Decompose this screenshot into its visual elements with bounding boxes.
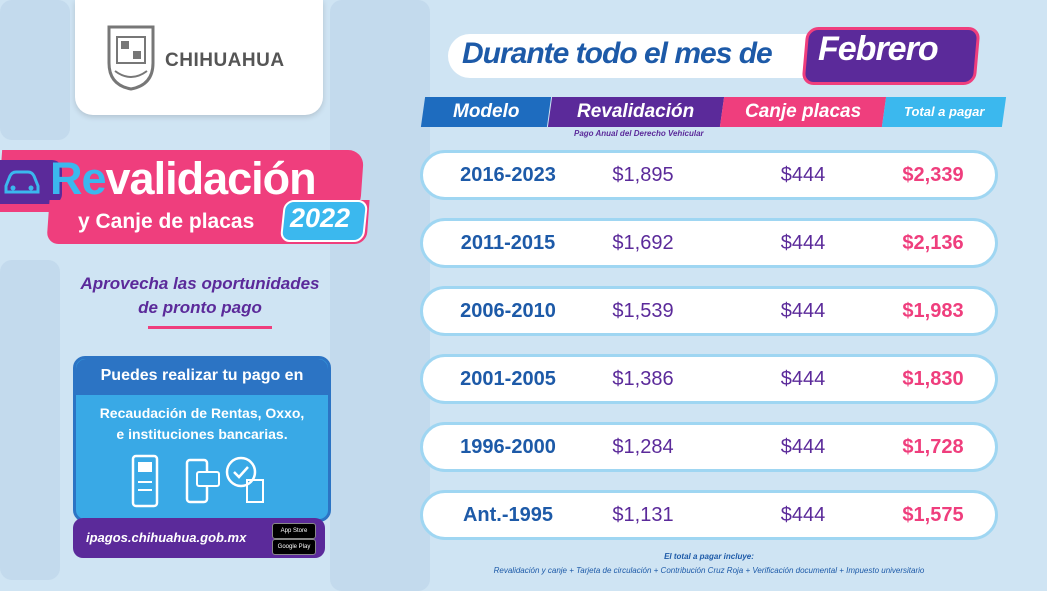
row-revalidacion: $1,895 [612,164,674,186]
promo-text: Aprovecha las oportunidades de pronto pa… [40,272,360,320]
headline-title: Revalidación [50,153,317,205]
headline-year: 2022 [290,203,351,233]
row-model: 1996-2000 [460,436,556,458]
row-canje: $444 [780,232,826,254]
headline-subtitle: y Canje de placas [78,210,255,233]
promo-line-1: Aprovecha las oportunidades [80,274,320,293]
brand-name: CHIHUAHUA [165,50,285,71]
row-model: 2001-2005 [460,368,556,390]
month-lead-text: Durante todo el mes de [462,37,773,70]
payment-header [76,359,328,395]
row-total: $1,575 [902,504,964,526]
table-row: 2001-2005 $1,386 $444 $1,830 [420,354,998,404]
promo-line-2: de pronto pago [138,298,262,317]
row-revalidacion: $1,284 [612,436,674,458]
row-model: 2006-2010 [460,300,556,322]
row-revalidacion: $1,539 [612,300,674,322]
row-revalidacion: $1,131 [612,504,674,526]
row-canje: $444 [780,436,826,458]
row-total: $1,830 [902,368,964,390]
table-row: 1996-2000 $1,284 $444 $1,728 [420,422,998,472]
row-canje: $444 [780,164,826,186]
app-store-badge[interactable]: App Store [272,523,316,539]
table-row: 2006-2010 $1,539 $444 $1,983 [420,286,998,336]
row-model: 2016-2023 [460,164,556,186]
row-total: $2,136 [902,232,964,254]
row-model: 2011-2015 [460,232,556,254]
row-revalidacion: $1,386 [612,368,674,390]
row-total: $2,339 [902,164,964,186]
payment-places-line-2: e instituciones bancarias. [116,426,288,442]
footer-title: El total a pagar incluye: [664,552,754,561]
footer-includes: Revalidación y canje + Tarjeta de circul… [493,566,925,575]
header-model: Modelo [420,97,552,127]
table-row: Ant.-1995 $1,131 $444 $1,575 [420,490,998,540]
background-decoration [330,0,430,591]
table-row: 2011-2015 $1,692 $444 $2,136 [420,218,998,268]
row-model: Ant.-1995 [462,504,554,526]
header-canje-label: Canje placas [744,101,862,122]
header-revalidacion-label: Revalidación [577,101,695,122]
payment-methods-icon [131,454,264,508]
row-canje: $444 [780,300,826,322]
car-icon [4,170,40,194]
header-revalidacion: Revalidación [547,97,725,127]
background-decoration [0,260,60,580]
month-name: Febrero [818,30,939,68]
google-play-badge[interactable]: Google Play [272,539,316,555]
row-total: $1,983 [902,300,964,322]
row-canje: $444 [780,368,826,390]
header-total-label: Total a pagar [903,104,985,119]
revalidacion-note: Pago Anual del Derecho Vehicular [574,129,704,138]
row-total: $1,728 [902,436,964,458]
car-badge [0,160,62,204]
table-row: 2016-2023 $1,895 $444 $2,339 [420,150,998,200]
row-revalidacion: $1,692 [612,232,674,254]
header-total: Total a pagar [881,97,1007,127]
headline-validacion: validación [105,153,317,204]
header-canje: Canje placas [719,97,887,127]
header-model-label: Modelo [452,101,520,122]
promo-underline [148,326,272,329]
state-seal-icon [107,25,155,91]
payment-places-line-1: Recaudación de Rentas, Oxxo, [99,405,305,421]
headline-re: Re [50,153,107,204]
background-decoration [0,0,70,140]
payment-places: Recaudación de Rentas, Oxxo, e instituci… [76,403,328,445]
payment-url-link[interactable]: ipagos.chihuahua.gob.mx [86,530,247,545]
payment-heading: Puedes realizar tu pago en [100,367,304,384]
row-canje: $444 [780,504,826,526]
